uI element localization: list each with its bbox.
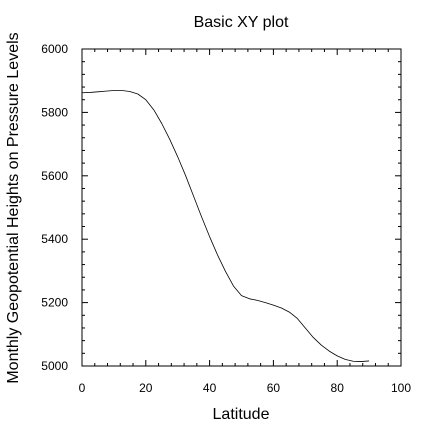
y-tick-label: 5000	[41, 359, 68, 373]
y-tick-label: 5600	[41, 169, 68, 183]
x-tick-label: 80	[331, 381, 345, 395]
x-tick-label: 40	[203, 381, 217, 395]
y-tick-label: 6000	[41, 42, 68, 56]
x-axis-label: Latitude	[213, 406, 270, 423]
series-line-0	[81, 90, 370, 362]
y-tick-label: 5400	[41, 232, 68, 246]
x-tick-label: 60	[267, 381, 281, 395]
y-tick-label: 5200	[41, 296, 68, 310]
x-tick-label: 20	[139, 381, 153, 395]
y-tick-label: 5800	[41, 105, 68, 119]
plot-area	[81, 48, 402, 367]
y-axis: 5000 5200 5400 5600 5800 6000	[41, 42, 401, 373]
plot-frame	[81, 48, 402, 367]
x-tick-label: 100	[391, 381, 411, 395]
y-axis-label: Monthly Geopotential Heights on Pressure…	[5, 32, 22, 383]
x-tick-label: 0	[79, 381, 86, 395]
chart-title: Basic XY plot	[194, 14, 289, 31]
x-axis: 0 20 40 60 80 100	[79, 49, 411, 395]
